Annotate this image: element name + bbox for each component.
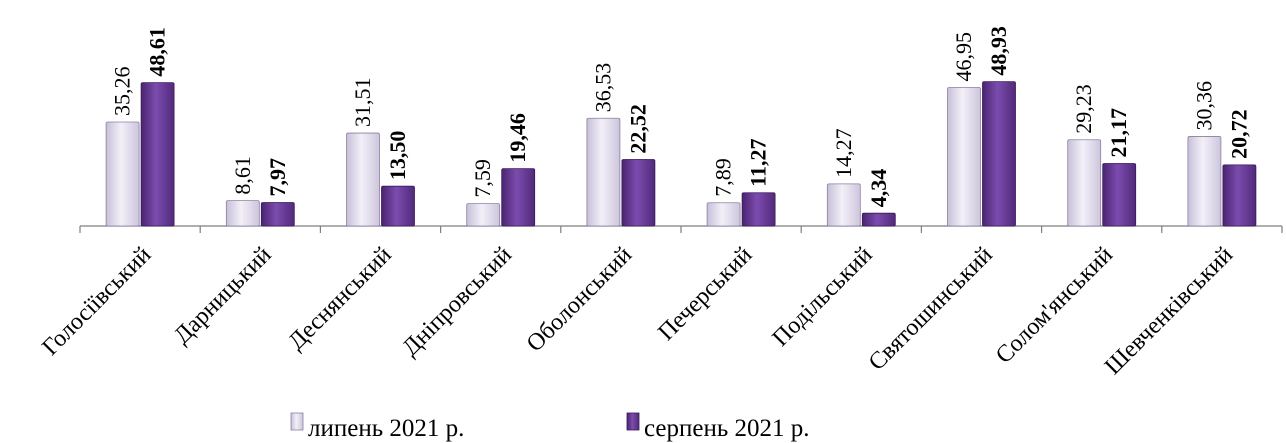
- bar-july: [1187, 136, 1222, 227]
- data-label-july: 8,61: [230, 156, 255, 194]
- legend: липень 2021 р. серпень 2021 р.: [290, 412, 810, 442]
- category-label: Подільський: [768, 242, 878, 352]
- data-label-july: 29,23: [1071, 84, 1096, 134]
- category-label: Печерський: [653, 242, 757, 346]
- legend-label-august: серпень 2021 р.: [644, 415, 810, 442]
- legend-swatch-july: [290, 412, 304, 431]
- category-label: Деснянський: [283, 242, 396, 355]
- category-label: Солом'янський: [991, 242, 1118, 369]
- data-label-july: 36,53: [590, 63, 615, 113]
- bar-august: [861, 212, 896, 227]
- bar-august: [140, 82, 175, 227]
- bar-august: [621, 159, 656, 227]
- category-label: Дарницький: [169, 242, 276, 349]
- category-label: Святошинський: [864, 242, 998, 376]
- data-label-august: 48,93: [986, 26, 1011, 76]
- data-label-july: 7,89: [711, 158, 736, 197]
- bar-july: [466, 203, 501, 227]
- bar-august: [381, 185, 415, 227]
- category-label: Шевченківський: [1100, 242, 1238, 380]
- legend-label-july: липень 2021 р.: [308, 415, 464, 442]
- bar-august: [741, 192, 776, 227]
- data-label-august: 7,97: [265, 158, 290, 197]
- data-label-august: 22,52: [625, 104, 650, 154]
- bar-august: [982, 81, 1016, 227]
- data-label-july: 31,51: [350, 78, 375, 128]
- data-label-august: 20,72: [1226, 109, 1251, 159]
- bar-july: [586, 117, 621, 227]
- bar-july: [105, 121, 140, 227]
- category-label: Оболонський: [522, 242, 637, 357]
- bar-july: [706, 202, 741, 227]
- data-label-august: 19,46: [505, 113, 530, 163]
- category-label: Дніпровський: [398, 242, 518, 362]
- data-label-july: 14,27: [831, 128, 856, 178]
- bar-july: [346, 132, 380, 227]
- bars: [105, 81, 1257, 227]
- data-label-july: 35,26: [110, 66, 135, 116]
- bar-august: [1102, 163, 1137, 227]
- data-label-august: 4,34: [866, 169, 891, 208]
- legend-swatch-august: [626, 412, 640, 431]
- category-labels: Голосіївський Дарницький Деснянський Дніпро…: [37, 242, 1238, 380]
- data-label-august: 13,50: [385, 131, 410, 181]
- data-label-july: 30,36: [1191, 81, 1216, 131]
- data-label-august: 21,17: [1106, 108, 1131, 158]
- bar-july: [826, 183, 861, 227]
- bar-july: [1067, 139, 1102, 227]
- x-axis: [79, 225, 1283, 233]
- data-label-july: 7,59: [470, 159, 495, 198]
- bar-august: [1222, 164, 1257, 227]
- bar-august: [260, 202, 295, 227]
- bar-august: [501, 168, 536, 227]
- data-label-august: 48,61: [145, 27, 170, 77]
- data-label-august: 11,27: [746, 138, 771, 186]
- bar-july: [225, 200, 260, 227]
- category-label: Голосіївський: [37, 242, 156, 361]
- bar-july: [947, 87, 981, 227]
- data-label-july: 46,95: [951, 32, 976, 82]
- data-labels: 35,26 48,61 8,61 7,97 31,51 13,50 7,59 19,46 36,…: [110, 26, 1252, 207]
